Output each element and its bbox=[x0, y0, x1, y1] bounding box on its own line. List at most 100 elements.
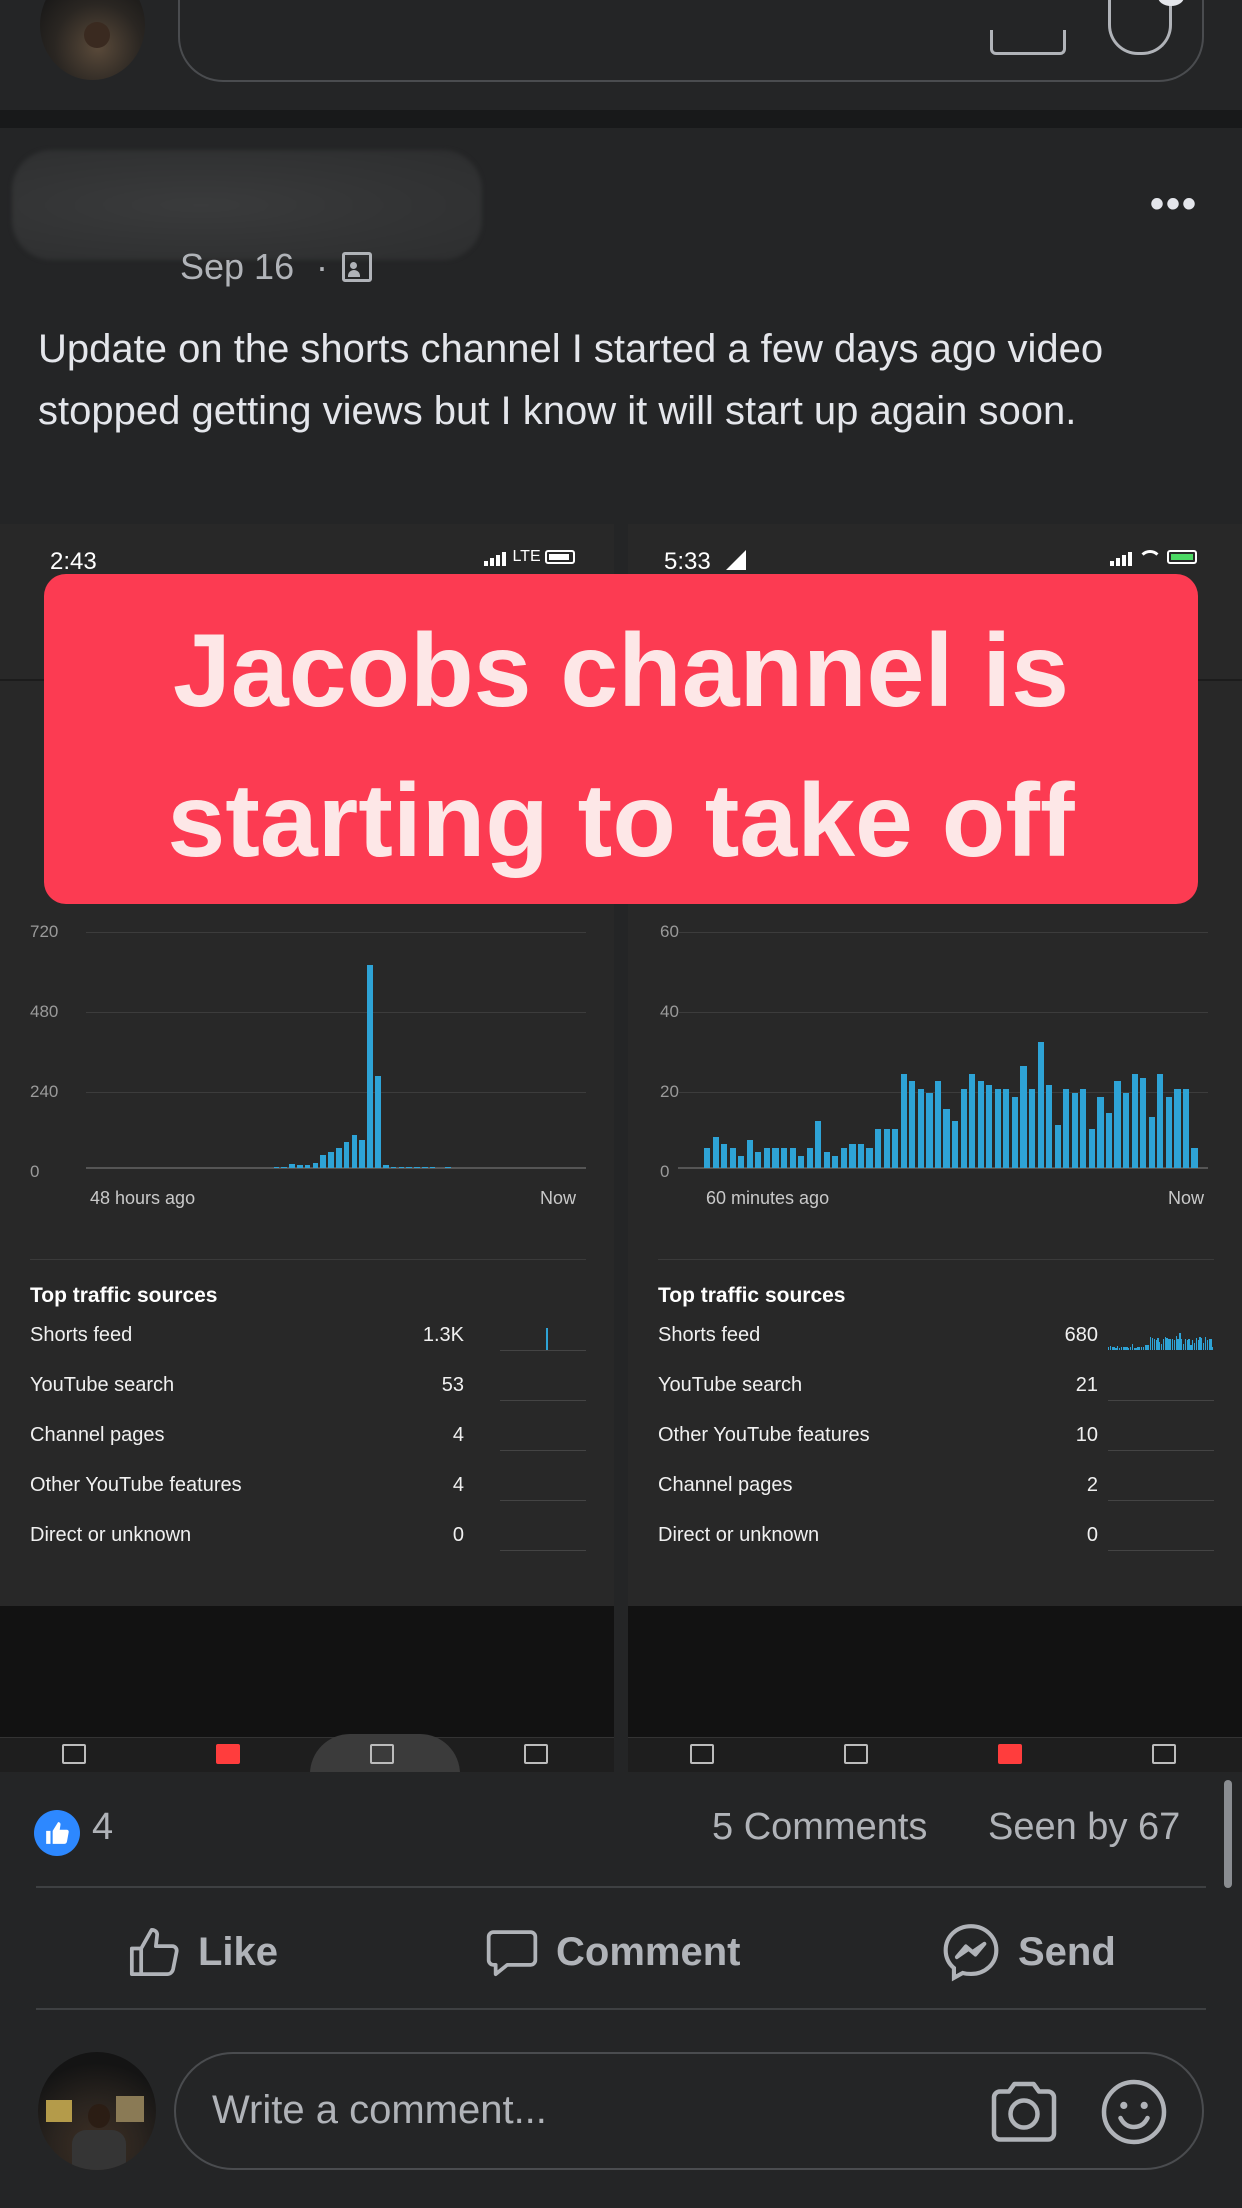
seen-by-count[interactable]: Seen by 67 bbox=[988, 1806, 1181, 1848]
chart-bar bbox=[328, 1151, 334, 1168]
chart-bar bbox=[1063, 1089, 1070, 1168]
analytics-tab-icon[interactable] bbox=[998, 1744, 1022, 1764]
post-date[interactable]: Sep 16 bbox=[180, 246, 295, 287]
traffic-source-value: 21 bbox=[1075, 1374, 1098, 1396]
x-end-label: Now bbox=[1168, 1188, 1205, 1208]
traffic-source-name: Channel pages bbox=[30, 1424, 165, 1446]
chart-bar bbox=[1148, 1116, 1155, 1168]
y-tick-label: 60 bbox=[660, 922, 679, 941]
traffic-source-name: Other YouTube features bbox=[658, 1424, 870, 1446]
sparkline-bar bbox=[1150, 1337, 1152, 1350]
sparkline-bar bbox=[1155, 1339, 1157, 1350]
sparkline-bar bbox=[1159, 1342, 1161, 1350]
traffic-source-name: YouTube search bbox=[30, 1374, 175, 1396]
chart-bar bbox=[875, 1128, 882, 1168]
emoji-icon[interactable] bbox=[1108, 0, 1172, 55]
y-tick-label: 40 bbox=[660, 1002, 679, 1021]
camera-icon[interactable] bbox=[988, 2078, 1060, 2144]
chart-bar bbox=[832, 1156, 839, 1168]
active-tab-highlight bbox=[310, 1734, 460, 1772]
signal-icon bbox=[484, 548, 508, 566]
chart-bar bbox=[1123, 1093, 1130, 1168]
dashboard-tab-icon[interactable] bbox=[62, 1744, 86, 1764]
sparkline-bar bbox=[1188, 1339, 1190, 1350]
x-end-label: Now bbox=[540, 1188, 577, 1208]
sparkline-bar bbox=[1199, 1337, 1201, 1350]
send-label: Send bbox=[1018, 1929, 1116, 1974]
chart-bar bbox=[772, 1148, 779, 1168]
banner-line-1: Jacobs channel is bbox=[173, 613, 1069, 729]
chart-baseline bbox=[678, 1167, 1208, 1169]
divider bbox=[36, 2008, 1206, 2010]
reaction-count[interactable]: 4 bbox=[92, 1806, 114, 1848]
camera-icon[interactable] bbox=[990, 30, 1066, 55]
traffic-title: Top traffic sources bbox=[658, 1284, 846, 1307]
sparkline-bar bbox=[1126, 1347, 1128, 1350]
chart-bar bbox=[815, 1120, 822, 1168]
chart-bar bbox=[1114, 1081, 1121, 1168]
chart-bar bbox=[789, 1148, 796, 1168]
dashboard-tab-icon[interactable] bbox=[690, 1744, 714, 1764]
content-tab-icon[interactable] bbox=[216, 1744, 240, 1764]
sparkline bbox=[1108, 1400, 1214, 1401]
chart-bar bbox=[445, 1167, 451, 1168]
comment-input[interactable] bbox=[174, 2052, 1204, 2170]
sparkline-bar bbox=[1192, 1340, 1194, 1350]
sparkline bbox=[1108, 1450, 1214, 1451]
chart-bar bbox=[320, 1154, 326, 1168]
like-label: Like bbox=[198, 1929, 279, 1974]
sparkline-bar bbox=[1133, 1347, 1135, 1350]
sparkline bbox=[500, 1450, 586, 1451]
chart-bar bbox=[375, 1076, 381, 1168]
status-indicators bbox=[1110, 548, 1197, 566]
scrollbar[interactable] bbox=[1224, 1780, 1232, 1888]
chart-bar bbox=[367, 964, 373, 1168]
sparkline-bar bbox=[1168, 1338, 1170, 1350]
chart-bar bbox=[1080, 1089, 1087, 1168]
overlay-banner bbox=[44, 574, 1198, 904]
sparkline-bar bbox=[1118, 1347, 1121, 1350]
comments-count[interactable]: 5 Comments bbox=[712, 1806, 928, 1848]
sparkline-bar bbox=[1181, 1338, 1183, 1350]
sparkline-bar bbox=[1115, 1348, 1117, 1350]
sparkline-bar bbox=[1128, 1348, 1130, 1350]
chart-bar bbox=[1011, 1097, 1019, 1168]
gridline bbox=[678, 932, 1208, 933]
comments-tab-icon[interactable] bbox=[1152, 1744, 1176, 1764]
traffic-source-name: Shorts feed bbox=[658, 1324, 761, 1346]
chart-bar bbox=[780, 1148, 788, 1168]
chart-bar bbox=[1028, 1089, 1036, 1168]
meta-separator: · bbox=[316, 246, 328, 287]
chart-bar bbox=[746, 1140, 753, 1168]
like-button[interactable]: Like bbox=[126, 1922, 278, 1982]
sparkline-bar bbox=[1193, 1342, 1196, 1350]
thumbs-up-icon bbox=[46, 1822, 69, 1844]
chart-bar bbox=[960, 1089, 967, 1168]
sparkline-bar bbox=[1186, 1339, 1188, 1350]
chart-bar bbox=[900, 1073, 907, 1168]
more-options-button[interactable]: ••• bbox=[1150, 182, 1199, 226]
sparkline-bar bbox=[1142, 1347, 1144, 1350]
traffic-title: Top traffic sources bbox=[30, 1284, 218, 1307]
sparkline-bar bbox=[1179, 1332, 1181, 1350]
traffic-source-value: 0 bbox=[1086, 1524, 1098, 1546]
chart-bar bbox=[343, 1141, 350, 1168]
sparkline-bar bbox=[1135, 1348, 1137, 1350]
emoji-icon[interactable] bbox=[1098, 2076, 1170, 2148]
y-tick-label: 0 bbox=[30, 1162, 40, 1181]
analytics-tab-icon[interactable] bbox=[370, 1744, 394, 1764]
sparkline-bar bbox=[1201, 1337, 1203, 1350]
comment-button[interactable]: Comment bbox=[484, 1922, 740, 1982]
previous-comment-input[interactable] bbox=[178, 0, 1204, 82]
content-tab-icon[interactable] bbox=[844, 1744, 868, 1764]
comments-tab-icon[interactable] bbox=[524, 1744, 548, 1764]
sparkline-bar bbox=[1153, 1339, 1155, 1350]
send-button[interactable]: Send bbox=[940, 1922, 1116, 1982]
gridline bbox=[678, 1092, 1208, 1093]
sparkline-bar bbox=[1175, 1336, 1177, 1350]
chart-bar bbox=[429, 1167, 436, 1168]
chart-bar bbox=[866, 1148, 873, 1168]
chart-bar bbox=[849, 1144, 856, 1168]
avatar[interactable] bbox=[38, 2052, 156, 2170]
views-bar-chart bbox=[704, 932, 1200, 1168]
